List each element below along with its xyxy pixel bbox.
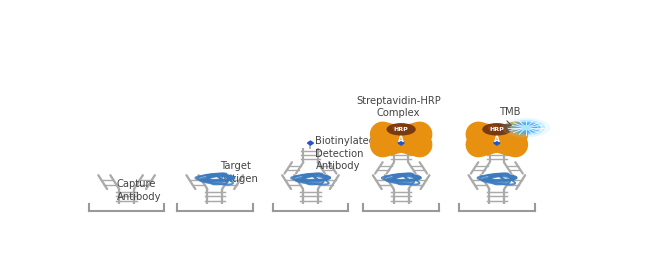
Text: A: A (398, 135, 404, 144)
Circle shape (393, 126, 402, 130)
Text: HRP: HRP (489, 127, 504, 132)
Text: Biotinylated
Detection
Antibody: Biotinylated Detection Antibody (315, 136, 376, 171)
Circle shape (508, 120, 545, 135)
Polygon shape (307, 141, 313, 145)
Text: Target
Antigen: Target Antigen (220, 161, 259, 184)
Text: TMB: TMB (499, 107, 520, 117)
Polygon shape (398, 141, 404, 145)
Polygon shape (494, 141, 500, 145)
Text: Capture
Antibody: Capture Antibody (116, 179, 161, 202)
Circle shape (512, 122, 540, 133)
Circle shape (516, 124, 536, 132)
Text: Streptavidin-HRP
Complex: Streptavidin-HRP Complex (356, 96, 441, 118)
Text: A: A (494, 135, 500, 144)
Circle shape (503, 119, 549, 137)
Text: HRP: HRP (394, 127, 408, 132)
Circle shape (387, 124, 415, 135)
Circle shape (521, 126, 530, 129)
Circle shape (489, 126, 499, 130)
Circle shape (483, 124, 511, 135)
